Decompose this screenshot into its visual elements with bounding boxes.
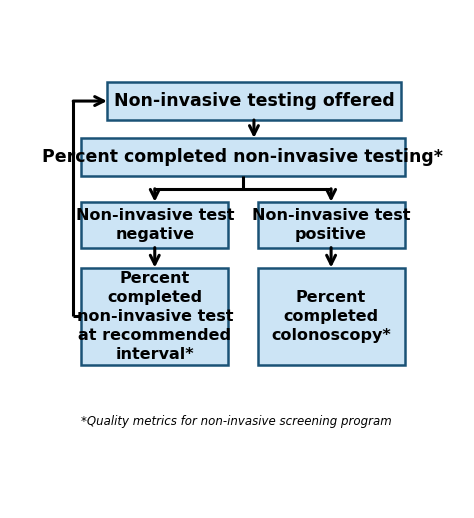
Text: *Quality metrics for non-invasive screening program: *Quality metrics for non-invasive screen… (82, 414, 392, 428)
Text: Percent
completed
non-invasive test
at recommended
interval*: Percent completed non-invasive test at r… (76, 270, 233, 362)
FancyBboxPatch shape (258, 202, 405, 248)
Text: Non-invasive test
negative: Non-invasive test negative (75, 208, 234, 242)
FancyBboxPatch shape (107, 82, 401, 120)
Text: Percent completed non-invasive testing*: Percent completed non-invasive testing* (43, 148, 443, 166)
FancyBboxPatch shape (82, 268, 228, 365)
Text: Non-invasive testing offered: Non-invasive testing offered (114, 92, 394, 110)
Text: Percent
completed
colonoscopy*: Percent completed colonoscopy* (271, 290, 391, 343)
FancyBboxPatch shape (258, 268, 405, 365)
Text: Non-invasive test
positive: Non-invasive test positive (252, 208, 410, 242)
FancyBboxPatch shape (82, 138, 405, 176)
FancyBboxPatch shape (82, 202, 228, 248)
